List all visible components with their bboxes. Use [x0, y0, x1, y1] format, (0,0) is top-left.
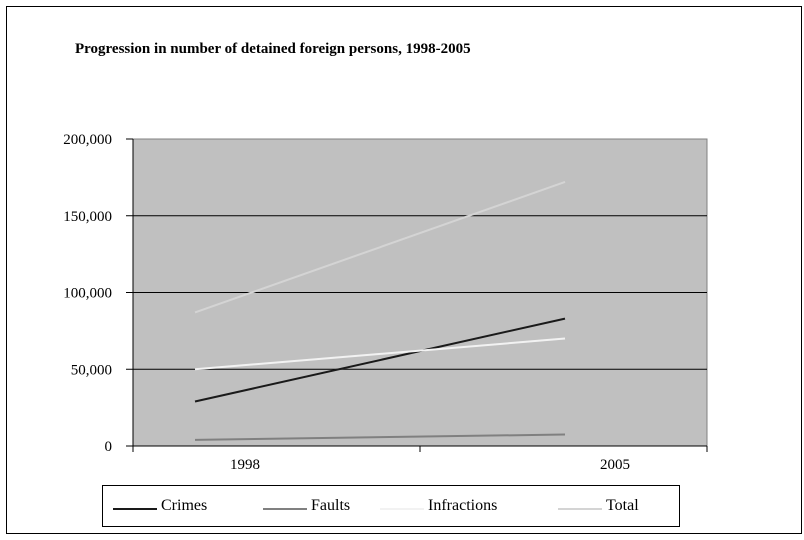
legend-swatch — [380, 508, 424, 510]
series-line-crimes — [194, 317, 566, 403]
series-line-total — [194, 181, 566, 314]
x-tick-label: 1998 — [230, 457, 260, 473]
y-tick-label: 50,000 — [71, 362, 112, 378]
y-tick-label: 0 — [105, 439, 113, 455]
y-tick-label: 100,000 — [63, 286, 112, 302]
y-tick-label: 150,000 — [63, 209, 112, 225]
x-tick-label: 2005 — [600, 457, 630, 473]
series-line-faults — [194, 433, 566, 441]
y-tick-label: 200,000 — [63, 132, 112, 148]
legend-item-faults: Faults — [263, 486, 350, 526]
chart-title: Progression in number of detained foreig… — [75, 41, 471, 57]
chart-legend: Crimes Faults Infractions Total — [102, 485, 680, 527]
legend-label: Infractions — [428, 497, 498, 514]
legend-item-crimes: Crimes — [113, 486, 207, 526]
legend-swatch — [558, 508, 602, 510]
series-line-infractions — [194, 337, 566, 371]
legend-label: Total — [606, 497, 639, 514]
legend-swatch — [263, 508, 307, 510]
legend-item-infractions: Infractions — [380, 486, 497, 526]
legend-swatch — [113, 508, 157, 510]
legend-label: Faults — [311, 497, 351, 514]
legend-label: Crimes — [161, 497, 208, 514]
legend-item-total: Total — [558, 486, 639, 526]
